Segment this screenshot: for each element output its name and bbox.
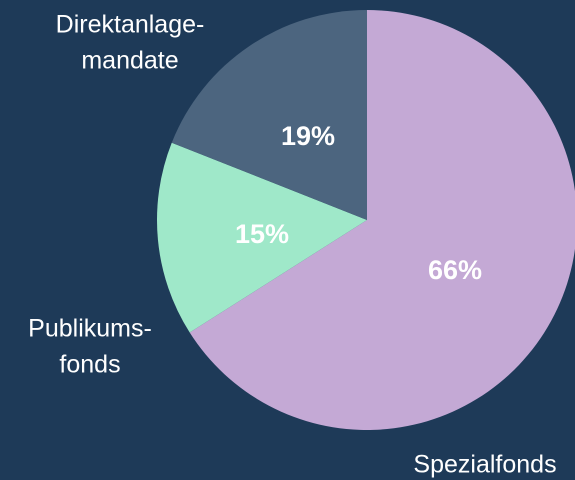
pie-slice [189,10,575,430]
pie-slice [171,10,367,220]
category-label: Publikums- [28,315,152,343]
value-label: 15% [235,219,289,249]
value-label: 66% [428,255,482,285]
category-label: mandate [81,47,178,75]
category-label: Direktanlage- [56,11,205,39]
pie-slice [157,142,367,333]
value-label: 19% [281,121,335,151]
category-label: Spezialfonds [413,451,556,479]
category-label: fonds [59,351,120,379]
